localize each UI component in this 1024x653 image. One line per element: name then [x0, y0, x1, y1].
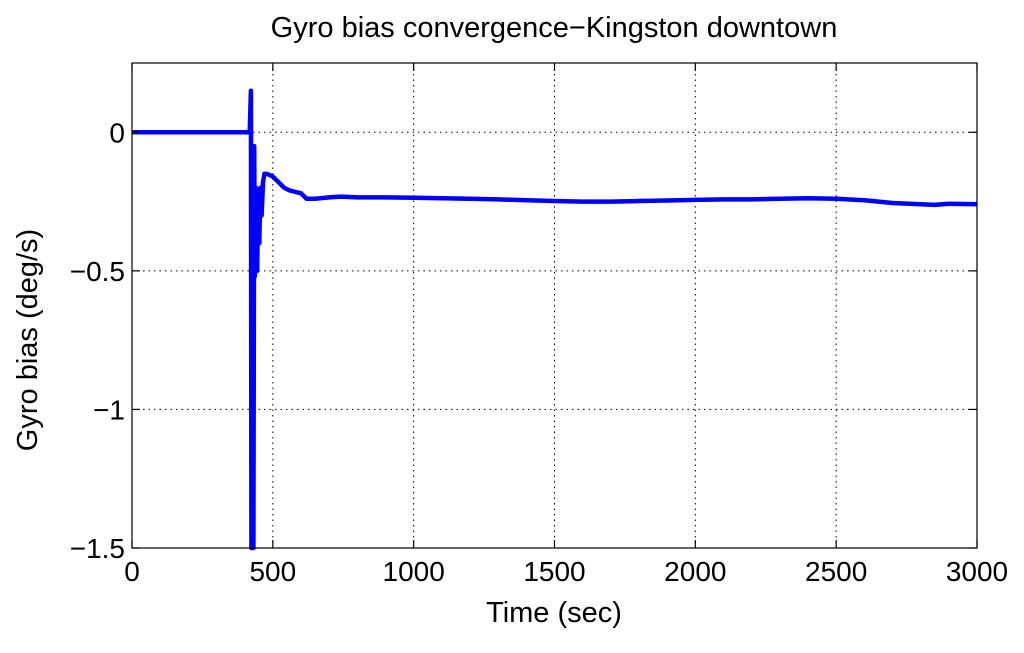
y-tick-label: −1: [93, 394, 125, 425]
chart-title: Gyro bias convergence−Kingston downtown: [271, 12, 838, 44]
x-tick-label: 1500: [523, 556, 585, 587]
x-tick-label: 0: [124, 556, 140, 587]
x-tick-label: 2000: [664, 556, 726, 587]
x-tick-label: 3000: [946, 556, 1008, 587]
series-layer: [132, 88, 978, 551]
x-tick-label: 1000: [383, 556, 445, 587]
tick-layer: 0 500 1000 1500 2000 2500 3000 0 −0.5 −1 −1.5: [70, 63, 1008, 587]
x-tick-label: 2500: [805, 556, 867, 587]
y-tick-label: 0: [109, 117, 125, 148]
grid-layer: [132, 63, 977, 548]
y-tick-label: −1.5: [70, 533, 125, 564]
y-axis-label: Gyro bias (deg/s): [12, 229, 44, 451]
series-line: [132, 88, 978, 551]
y-tick-label: −0.5: [70, 256, 125, 287]
x-tick-label: 500: [249, 556, 296, 587]
x-axis-label: Time (sec): [486, 597, 622, 629]
